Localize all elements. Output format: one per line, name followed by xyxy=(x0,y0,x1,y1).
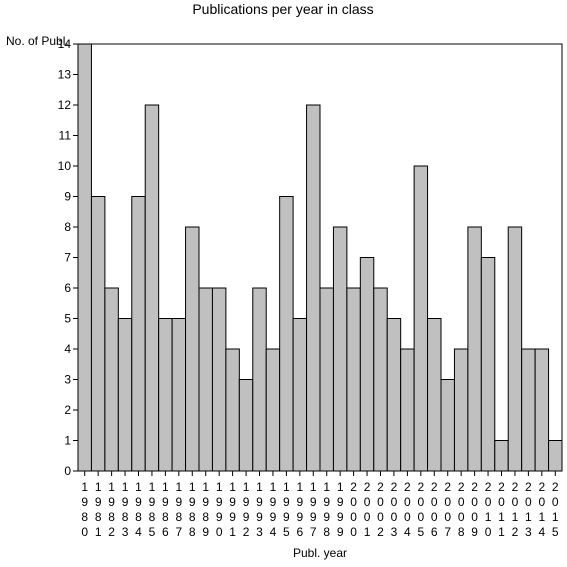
bar-2015 xyxy=(548,440,563,472)
bar-1993 xyxy=(252,287,267,472)
bar-1981 xyxy=(90,196,106,472)
y-tick-label: 10 xyxy=(58,159,72,173)
y-tick-label: 3 xyxy=(64,373,71,387)
bar-1999 xyxy=(332,226,348,472)
bar-1987 xyxy=(171,318,187,472)
bars-group xyxy=(77,43,563,472)
y-tick-label: 14 xyxy=(58,37,72,51)
bar-1998 xyxy=(319,287,334,472)
plot-area-frame xyxy=(77,43,563,472)
bar-1980 xyxy=(77,43,92,472)
bar-1996 xyxy=(292,318,308,472)
y-tick-label: 1 xyxy=(64,434,71,448)
bar-2006 xyxy=(427,318,442,472)
y-tick-label: 12 xyxy=(58,98,72,112)
x-axis-label: Publ. year xyxy=(293,546,347,560)
bar-2000 xyxy=(346,287,361,472)
bar-2005 xyxy=(413,165,429,472)
bar-2011 xyxy=(494,440,509,472)
bar-2013 xyxy=(521,348,536,472)
bar-1992 xyxy=(238,379,254,472)
y-tick-label: 7 xyxy=(64,251,71,265)
bar-2001 xyxy=(359,257,375,472)
y-axis-label: No. of Publ. xyxy=(6,34,69,48)
y-tick-label: 2 xyxy=(64,403,71,417)
bar-1985 xyxy=(144,104,160,472)
bar-2009 xyxy=(467,226,482,472)
y-tick-label: 5 xyxy=(64,312,71,326)
bar-2014 xyxy=(534,348,550,472)
x-axis-ticks: 1 9 8 0 1 9 8 1 1 9 8 2 1 9 8 3 1 9 8 4 1 9 8 5 1 9 8 6 1 9 8 7 1 9 8 8 1 9 8 9… xyxy=(81,471,559,539)
y-tick-label: 9 xyxy=(64,190,71,204)
bar-1991 xyxy=(225,348,240,472)
bar-1986 xyxy=(158,318,173,472)
y-tick-label: 11 xyxy=(59,129,72,143)
bar-1983 xyxy=(117,318,133,472)
y-tick-label: 6 xyxy=(64,281,71,295)
bar-1997 xyxy=(306,104,321,472)
bar-2002 xyxy=(373,287,388,472)
bar-1989 xyxy=(198,287,213,472)
bar-2010 xyxy=(480,257,496,472)
bar-1988 xyxy=(185,226,200,472)
bar-1982 xyxy=(104,287,119,472)
chart-title: Publications per year in class xyxy=(192,1,373,17)
bar-1984 xyxy=(131,196,146,472)
y-tick-label: 4 xyxy=(64,342,71,356)
bar-2004 xyxy=(400,348,415,472)
y-tick-label: 0 xyxy=(64,464,71,478)
bar-2012 xyxy=(507,226,523,472)
bar-1994 xyxy=(265,348,281,472)
bar-2008 xyxy=(453,348,469,472)
bar-1990 xyxy=(211,287,227,472)
y-tick-label: 8 xyxy=(64,220,71,234)
bar-2007 xyxy=(440,379,455,472)
y-tick-label: 13 xyxy=(58,68,72,82)
bar-1995 xyxy=(279,196,294,472)
bar-2003 xyxy=(386,318,402,472)
